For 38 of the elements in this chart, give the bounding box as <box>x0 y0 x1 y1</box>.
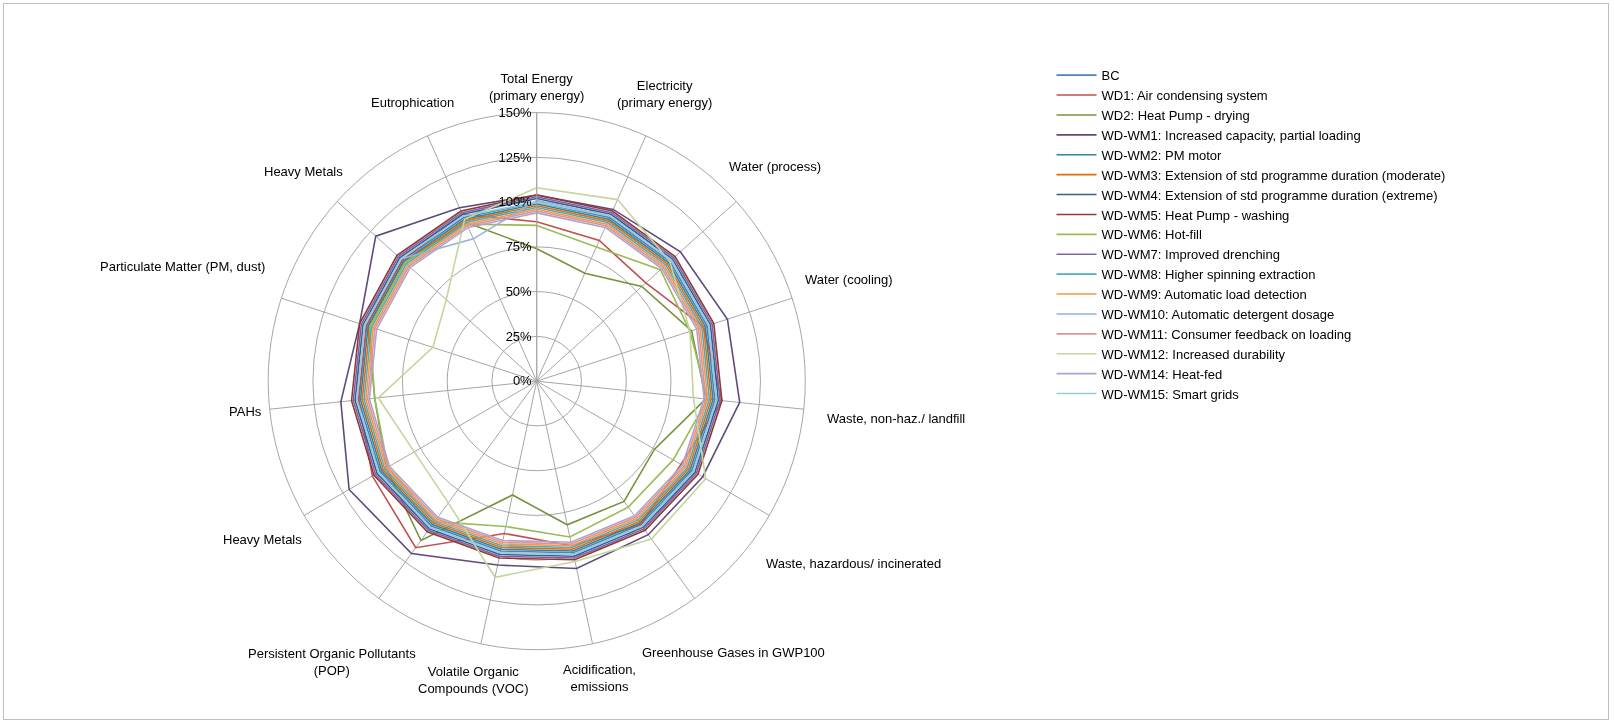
legend-label: BC <box>1101 68 1120 84</box>
legend-label: WD-WM15: Smart grids <box>1101 386 1240 402</box>
spoke-label: Waste, hazardous/ incinerated <box>766 556 942 571</box>
legend-label: WD-WM9: Automatic load detection <box>1101 287 1307 303</box>
spoke-label: Acidification, emissions <box>563 662 636 694</box>
spoke-label: Heavy Metals <box>264 164 344 179</box>
y-tick-label: 150% <box>498 104 533 120</box>
spoke-label: Particulate Matter (PM, dust) <box>100 259 266 274</box>
spoke-label: Water (cooling) <box>805 272 893 287</box>
y-tick-label: 25% <box>505 328 533 344</box>
legend-label: WD-WM4: Extension of std programme duration (extreme) <box>1101 187 1438 203</box>
spoke-label: Volatile Organic Compounds (VOC) <box>418 664 529 696</box>
spoke-label: Persistent Organic Pollutants (POP) <box>248 646 417 678</box>
y-tick-label: 75% <box>505 239 533 255</box>
spoke-label: Eutrophication <box>371 95 455 110</box>
spoke-label: Waste, non-haz./ landfill <box>827 411 966 426</box>
spoke-label: Greenhouse Gases in GWP100 <box>642 645 825 660</box>
spoke-label: Heavy Metals <box>223 532 303 547</box>
y-tick-label: 125% <box>498 149 533 165</box>
spoke-label: Water (process) <box>729 159 821 174</box>
y-tick-label: 50% <box>505 283 533 299</box>
legend-label: WD-WM7: Improved drenching <box>1101 247 1280 263</box>
y-tick-label: 0% <box>512 373 533 389</box>
legend-label: WD-WM6: Hot-fill <box>1101 227 1203 243</box>
legend-label: WD-WM10: Automatic detergent dosage <box>1101 307 1335 323</box>
spoke-label: Electricity (primary energy) <box>617 78 713 110</box>
legend-label: WD-WM12: Increased durability <box>1101 346 1286 362</box>
legend-label: WD2: Heat Pump - drying <box>1101 108 1250 124</box>
legend-label: WD1: Air condensing system <box>1101 88 1268 104</box>
legend-label: WD-WM14: Heat-fed <box>1101 366 1223 382</box>
legend-label: WD-WM3: Extension of std programme duration (moderate) <box>1101 167 1446 183</box>
spoke-label: Total Energy (primary energy) <box>489 71 585 103</box>
legend-label: WD-WM5: Heat Pump - washing <box>1101 207 1290 223</box>
legend-label: WD-WM8: Higher spinning extraction <box>1101 267 1316 283</box>
legend-label: WD-WM1: Increased capacity, partial loading <box>1101 127 1361 143</box>
spoke-label: PAHs <box>229 404 262 419</box>
legend-label: WD-WM11: Consumer feedback on loading <box>1101 326 1352 342</box>
legend-label: WD-WM2: PM motor <box>1101 147 1223 163</box>
